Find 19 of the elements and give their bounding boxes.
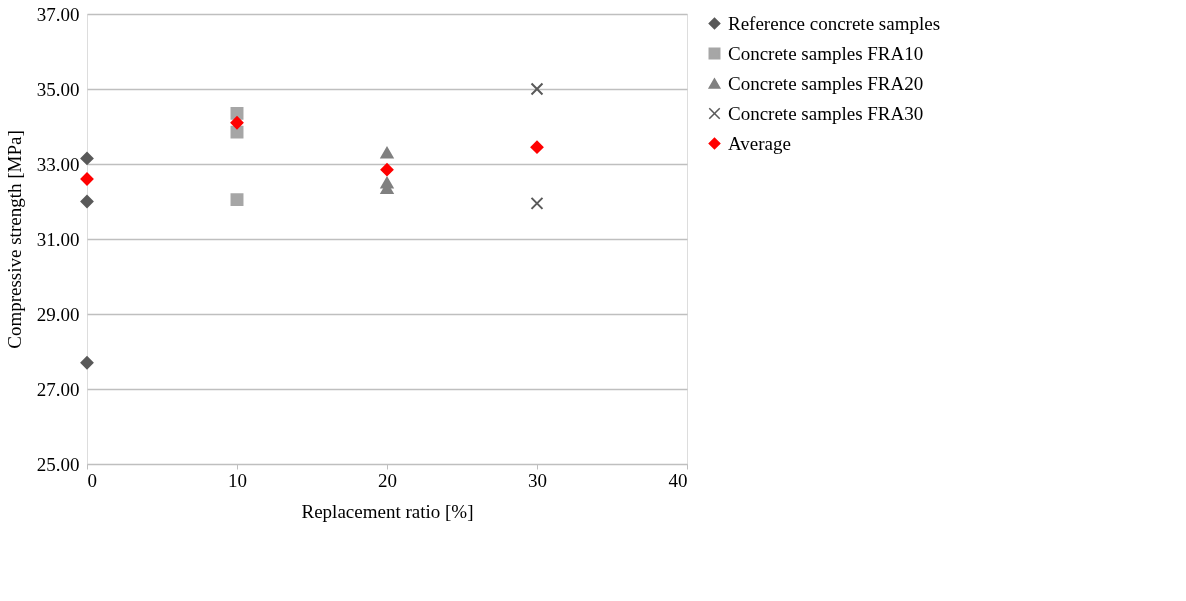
legend-label: Reference concrete samples <box>728 12 941 34</box>
x-tick-label: 0 <box>87 469 97 491</box>
y-tick-label: 35.00 <box>36 78 80 100</box>
y-tick-label: 37.00 <box>36 3 80 25</box>
x-tick-label: 30 <box>528 469 547 491</box>
legend-label: Concrete samples FRA30 <box>728 102 924 124</box>
y-tick-label: 27.00 <box>36 378 80 400</box>
y-axis-title: Compressive strength [MPa] <box>3 130 25 349</box>
y-tick-label: 29.00 <box>36 303 80 325</box>
y-tick-label: 25.00 <box>36 453 80 475</box>
legend-label: Concrete samples FRA20 <box>728 72 924 94</box>
y-tick-label: 33.00 <box>36 153 80 175</box>
y-tick-label: 31.00 <box>36 228 80 250</box>
x-tick-label: 20 <box>378 469 397 491</box>
legend-label: Average <box>728 132 791 154</box>
x-tick-label: 40 <box>668 469 688 491</box>
x-tick-label: 10 <box>228 469 247 491</box>
x-axis-title: Replacement ratio [%] <box>301 500 474 522</box>
legend-label: Concrete samples FRA10 <box>728 42 924 64</box>
